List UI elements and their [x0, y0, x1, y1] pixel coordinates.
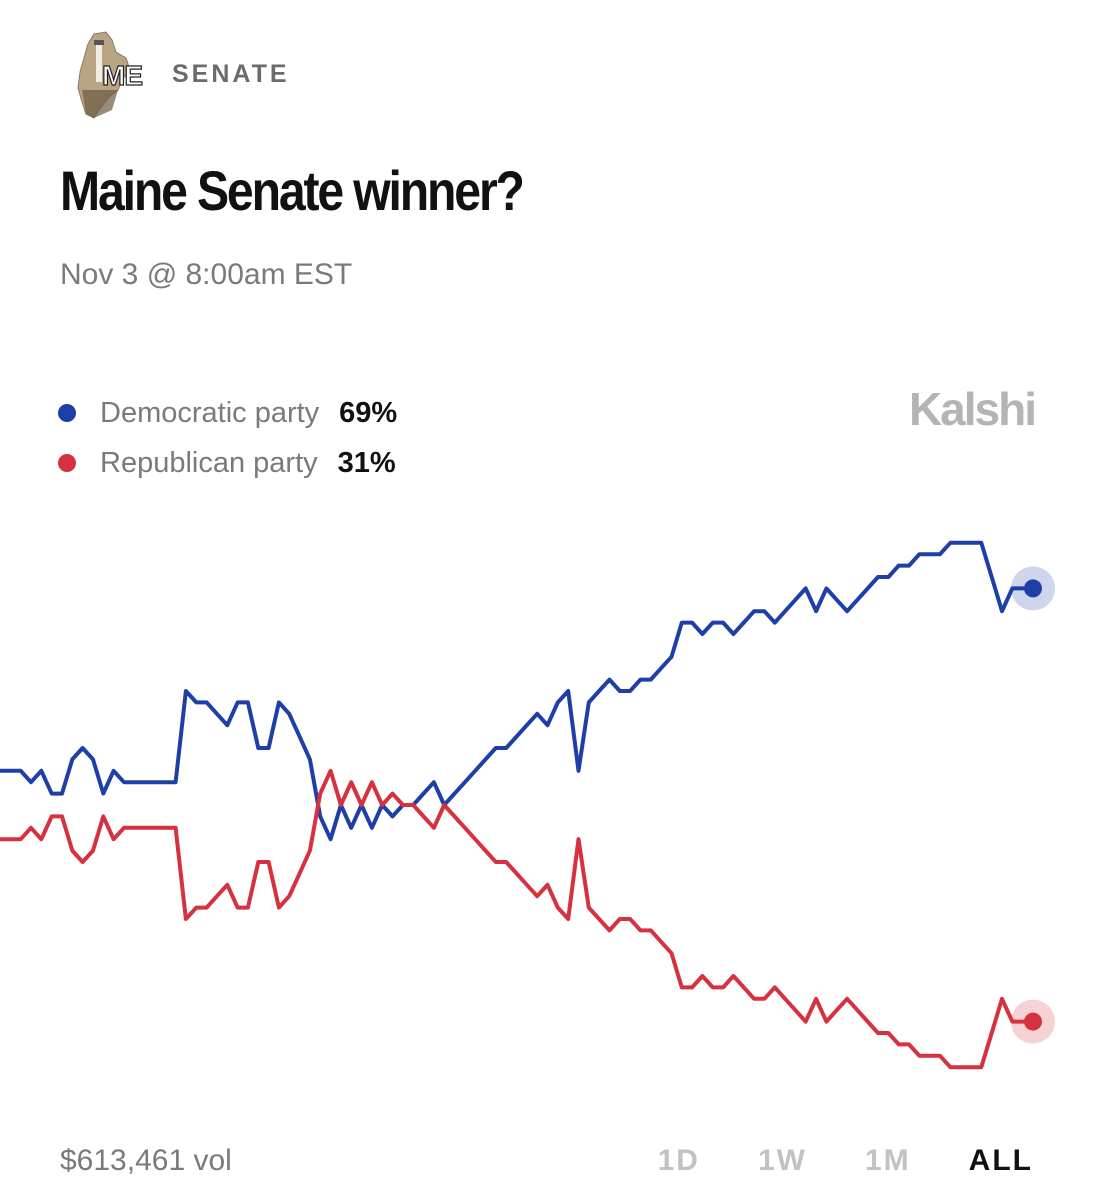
category-label: SENATE: [172, 60, 290, 88]
maine-state-icon: [77, 31, 131, 119]
time-range-tabs: 1D 1W 1M ALL: [600, 1144, 1033, 1178]
endpoint-dot-democratic[interactable]: [1024, 579, 1042, 598]
range-tab-all[interactable]: ALL: [968, 1144, 1033, 1177]
price-history-chart[interactable]: [0, 500, 1093, 1110]
chart-footer: $613,461 vol 1D 1W 1M ALL: [0, 1140, 1093, 1190]
range-tab-1w[interactable]: 1W: [757, 1144, 807, 1177]
legend-item-democratic: Democratic party 69%: [58, 388, 397, 438]
endpoint-dot-republican[interactable]: [1024, 1012, 1042, 1031]
trading-volume: $613,461 vol: [60, 1144, 232, 1177]
legend-item-republican: Republican party 31%: [58, 438, 397, 488]
category-badge[interactable]: ME SENATE: [72, 30, 302, 120]
range-tab-1m[interactable]: 1M: [864, 1144, 911, 1177]
series-line-democratic: [0, 540, 1035, 842]
range-tab-1d[interactable]: 1D: [657, 1144, 700, 1177]
state-abbreviation: ME: [101, 59, 143, 91]
legend-value-democratic: 69%: [339, 396, 398, 429]
market-close-time: Nov 3 @ 8:00am EST: [60, 258, 353, 291]
series-line-republican: [0, 768, 1035, 1070]
legend-label-republican: Republican party: [100, 446, 318, 479]
page-title: Maine Senate winner?: [60, 159, 525, 222]
legend-dot-republican: [58, 454, 76, 472]
legend-label-democratic: Democratic party: [100, 396, 320, 429]
chart-legend: Democratic party 69% Republican party 31…: [58, 388, 397, 488]
legend-dot-democratic: [58, 404, 76, 422]
brand-logo: Kalshi: [908, 383, 1037, 435]
legend-value-republican: 31%: [337, 446, 396, 479]
